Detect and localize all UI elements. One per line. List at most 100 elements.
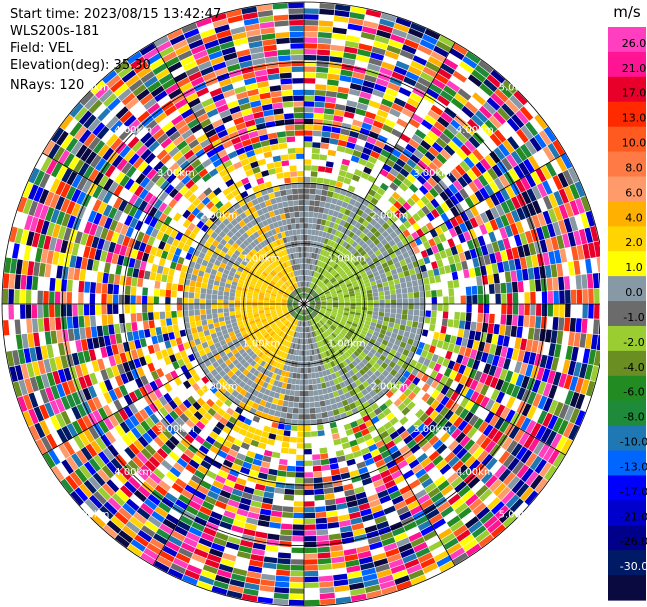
velocity-gate — [382, 320, 389, 327]
velocity-gate — [351, 174, 361, 182]
velocity-gate — [189, 286, 195, 293]
velocity-gate — [195, 281, 202, 288]
velocity-gate — [564, 202, 574, 218]
velocity-gate — [479, 187, 490, 200]
velocity-gate — [229, 300, 235, 304]
velocity-gate — [325, 161, 334, 168]
velocity-gate — [33, 332, 41, 347]
velocity-gate — [449, 217, 459, 228]
velocity-gate — [417, 103, 430, 114]
velocity-gate — [336, 267, 343, 273]
velocity-gate — [304, 147, 312, 154]
velocity-gate — [66, 292, 72, 304]
velocity-gate — [132, 268, 140, 278]
velocity-gate — [458, 346, 467, 356]
velocity-gate — [491, 263, 499, 274]
velocity-gate — [277, 558, 291, 565]
velocity-gate — [290, 384, 296, 391]
velocity-gate — [305, 293, 308, 299]
velocity-gate — [569, 183, 580, 200]
velocity-gate — [510, 270, 518, 282]
velocity-gate — [14, 274, 21, 290]
velocity-gate — [434, 324, 442, 333]
velocity-gate — [556, 235, 565, 250]
velocity-gate — [305, 293, 307, 299]
velocity-gate — [511, 247, 520, 259]
velocity-gate — [382, 163, 392, 173]
velocity-gate — [511, 196, 521, 210]
velocity-gate — [289, 390, 295, 396]
velocity-gate — [449, 304, 455, 312]
velocity-gate — [581, 318, 588, 334]
velocity-gate — [386, 259, 394, 266]
velocity-gate — [316, 383, 322, 390]
velocity-gate — [534, 114, 548, 130]
velocity-gate — [291, 541, 304, 548]
velocity-gate — [461, 83, 475, 96]
velocity-gate — [447, 343, 455, 352]
velocity-gate — [403, 163, 413, 173]
velocity-gate — [313, 278, 317, 284]
velocity-gate — [309, 305, 315, 307]
velocity-gate — [333, 162, 342, 170]
velocity-gate — [373, 307, 379, 312]
velocity-gate — [326, 299, 333, 302]
velocity-gate — [355, 292, 361, 296]
velocity-gate — [320, 195, 327, 202]
velocity-gate — [32, 276, 39, 290]
velocity-gate — [436, 259, 444, 268]
velocity-gate — [308, 211, 314, 218]
velocity-gate — [396, 118, 408, 128]
velocity-gate — [114, 323, 121, 334]
velocity-gate — [408, 304, 414, 310]
velocity-gate — [349, 275, 356, 281]
velocity-gate — [373, 238, 381, 246]
velocity-gate — [320, 237, 326, 244]
velocity-gate — [336, 314, 343, 319]
velocity-gate — [331, 311, 338, 315]
velocity-gate — [288, 395, 295, 402]
velocity-gate — [344, 229, 351, 236]
velocity-gate — [388, 39, 404, 49]
velocity-gate — [562, 331, 570, 346]
velocity-gate — [459, 287, 466, 296]
velocity-gate — [372, 256, 379, 264]
velocity-gate — [369, 234, 377, 242]
velocity-gate — [372, 205, 381, 214]
velocity-gate — [364, 282, 371, 288]
velocity-gate — [402, 309, 408, 315]
velocity-gate — [427, 109, 440, 121]
velocity-gate — [462, 56, 478, 69]
velocity-gate — [317, 212, 323, 219]
velocity-gate — [351, 234, 359, 241]
velocity-gate — [179, 329, 187, 337]
velocity-gate — [449, 48, 465, 61]
velocity-gate — [519, 362, 528, 376]
velocity-gate — [398, 87, 412, 97]
velocity-gate — [321, 306, 327, 309]
velocity-gate — [350, 248, 357, 255]
velocity-gate — [339, 261, 345, 267]
velocity-gate — [446, 53, 462, 65]
velocity-gate — [275, 575, 290, 582]
velocity-gate — [419, 39, 435, 51]
velocity-gate — [364, 180, 374, 189]
velocity-gate — [334, 103, 346, 111]
velocity-gate — [545, 238, 554, 252]
velocity-gate — [307, 235, 312, 241]
velocity-gate — [304, 182, 311, 188]
velocity-gate — [520, 143, 533, 158]
velocity-gate — [325, 251, 330, 258]
velocity-gate — [413, 291, 420, 298]
velocity-gate — [443, 144, 456, 156]
velocity-gate — [424, 114, 437, 126]
velocity-gate — [366, 314, 373, 319]
velocity-gate — [575, 274, 582, 290]
velocity-gate — [588, 349, 596, 365]
velocity-gate — [559, 344, 568, 359]
velocity-gate — [402, 178, 413, 188]
velocity-gate — [321, 189, 328, 196]
velocity-gate — [501, 103, 515, 117]
velocity-gate — [402, 201, 412, 211]
velocity-gate — [343, 294, 350, 298]
